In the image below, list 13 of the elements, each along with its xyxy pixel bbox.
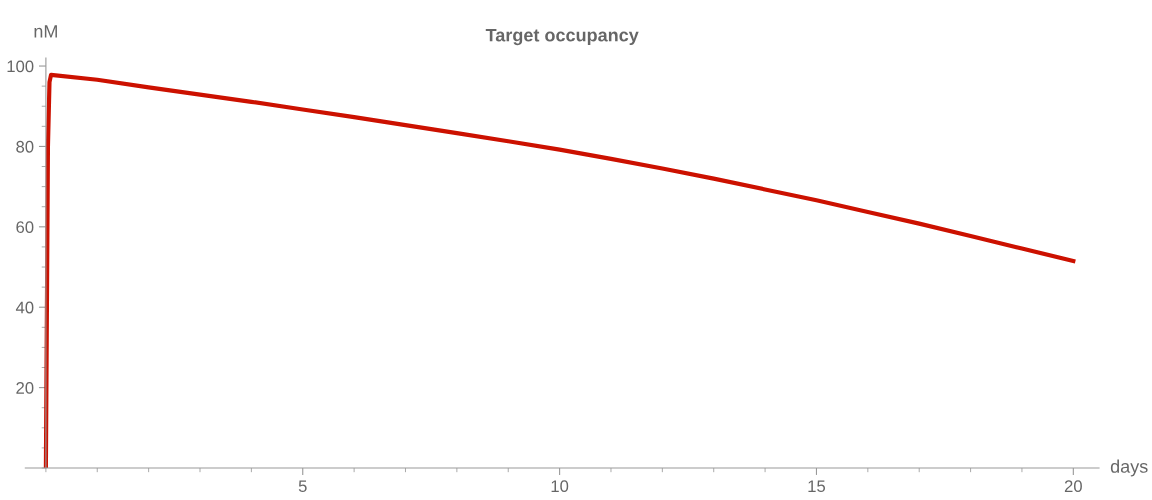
- x-tick-label: 15: [808, 480, 826, 493]
- x-tick-label: 10: [551, 480, 569, 493]
- x-tick-label: 20: [1064, 480, 1082, 493]
- y-tick-label: 60: [16, 221, 34, 234]
- y-tick-label: 40: [15, 301, 34, 314]
- x-tick-label: 5: [298, 480, 307, 493]
- x-axis-title: days: [1110, 459, 1148, 477]
- line-series: [43, 72, 1076, 468]
- y-tick-label: 100: [7, 60, 34, 73]
- y-axis-title: nM: [34, 25, 57, 38]
- y-tick-label: 20: [16, 382, 34, 394]
- y-tick-label: 80: [16, 140, 34, 153]
- chart-title: Target occupancy: [485, 28, 639, 46]
